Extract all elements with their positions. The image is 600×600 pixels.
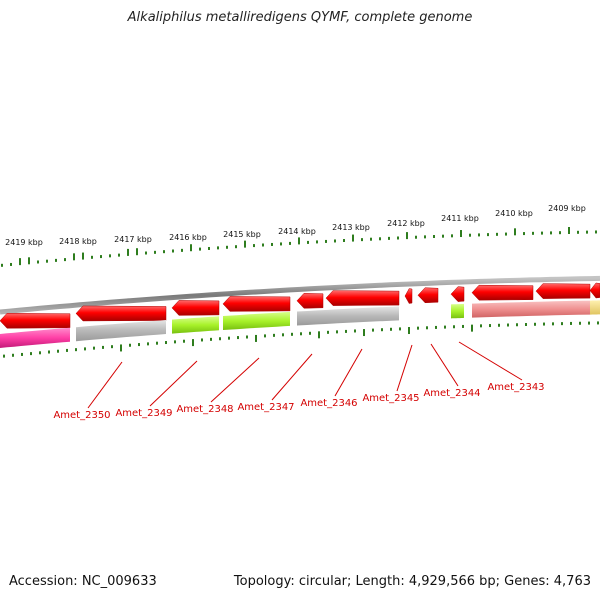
scale-label: 2416 kbp [169,233,207,242]
gene-arrow[interactable] [450,286,465,302]
genome-summary-text: Topology: circular; Length: 4,929,566 bp… [233,574,591,589]
gene-arrow[interactable] [535,283,591,299]
leader-line [396,344,413,392]
backbone-line [0,275,600,315]
cog-block [172,316,219,334]
cog-block [0,327,70,348]
scale-label: 2414 kbp [278,227,316,236]
gene-arrow[interactable] [404,288,413,304]
scale-label: 2409 kbp [548,204,586,213]
gene-arrow[interactable] [471,284,534,301]
gene-arrow[interactable] [589,282,600,299]
gene-arrow[interactable] [222,296,291,312]
scale-label: 2419 kbp [5,238,43,247]
leader-line [458,341,523,381]
gene-labels: Amet_2350 Amet_2349 Amet_2348 Amet_2347 Amet… [53,341,545,421]
leader-line [87,361,123,409]
cog-block [451,303,464,319]
gene-arrow[interactable] [171,300,220,316]
scale-label: 2411 kbp [441,214,479,223]
cog-block [223,311,290,330]
gene-label[interactable]: Amet_2344 [423,388,480,399]
cog-track [0,300,600,348]
cog-block [590,300,600,315]
scale-ticks: 2419 kbp 2418 kbp 2417 kbp 2416 kbp 2415 kbp… [1,204,597,267]
gene-arrow[interactable] [417,287,439,304]
leader-line [271,353,313,401]
gene-label[interactable]: Amet_2350 [53,410,110,421]
gene-arrow[interactable] [296,293,324,309]
scale-label: 2418 kbp [59,237,97,246]
gene-label[interactable]: Amet_2345 [362,393,419,404]
scale-label: 2412 kbp [387,219,425,228]
leader-line [430,343,459,387]
map-title: Alkaliphilus metalliredigens QYMF, compl… [127,10,473,25]
gene-arrow[interactable] [325,290,400,306]
leader-line [334,348,363,397]
genome-backbone [0,275,600,315]
gene-track [0,282,600,329]
cog-block [297,306,399,326]
gene-label[interactable]: Amet_2349 [115,408,172,419]
gene-arrow[interactable] [75,305,167,322]
gene-label[interactable]: Amet_2347 [237,402,294,413]
scale-label: 2413 kbp [332,223,370,232]
scale-label: 2417 kbp [114,235,152,244]
scale-label: 2415 kbp [223,230,261,239]
cog-block [76,320,166,342]
gene-label[interactable]: Amet_2343 [487,382,544,393]
gene-label[interactable]: Amet_2348 [176,404,233,415]
leader-line [210,357,260,403]
scale-label: 2410 kbp [495,209,533,218]
cog-block [472,300,590,318]
gene-arrow[interactable] [0,313,71,329]
outer-ticks [3,321,599,358]
accession-text: Accession: NC_009633 [9,574,157,589]
gene-label[interactable]: Amet_2346 [300,398,357,409]
leader-line [149,360,198,407]
